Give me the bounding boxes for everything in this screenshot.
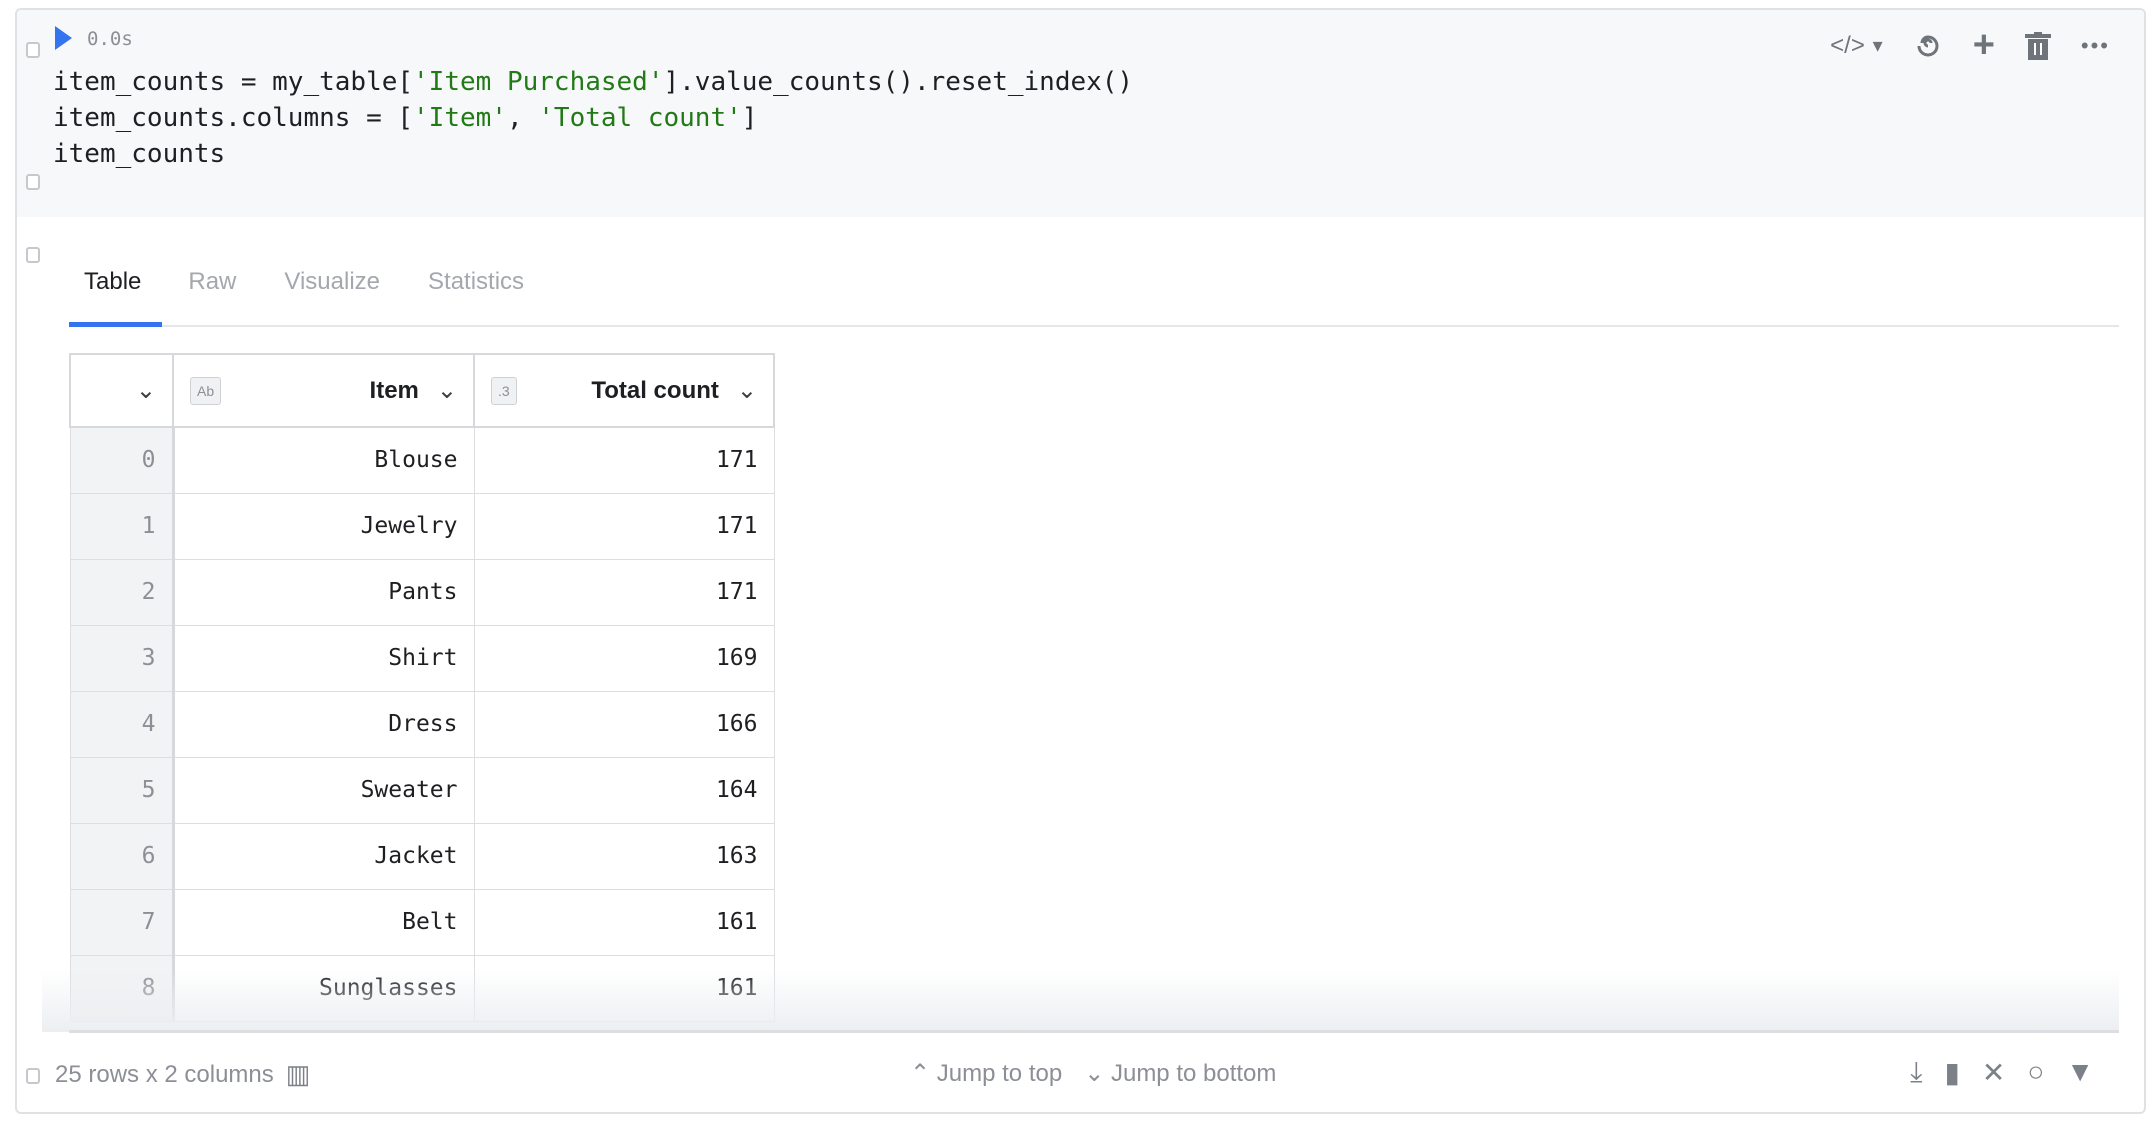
code-token: 'Item': [413, 103, 507, 133]
jump-to-bottom-button[interactable]: ⌄ Jump to bottom: [1084, 1059, 1276, 1088]
table-row[interactable]: 6 Jacket 163: [69, 822, 775, 890]
count-cell[interactable]: 161: [473, 888, 775, 956]
fold-marker-icon[interactable]: [26, 42, 40, 58]
row-index[interactable]: 6: [69, 822, 175, 890]
delete-icon[interactable]: [2024, 31, 2051, 60]
count-cell[interactable]: 169: [473, 624, 775, 692]
table-row[interactable]: 1 Jewelry 171: [69, 492, 775, 560]
count-cell[interactable]: 164: [473, 756, 775, 824]
jump-to-top-button[interactable]: ⌃ Jump to top: [910, 1059, 1062, 1088]
table-row[interactable]: 2 Pants 171: [69, 558, 775, 626]
count-cell[interactable]: 166: [473, 690, 775, 758]
code-token: item_counts: [53, 139, 226, 169]
item-cell[interactable]: Pants: [172, 558, 475, 626]
fold-marker-icon[interactable]: [26, 1068, 40, 1084]
index-header[interactable]: ⌄: [69, 353, 174, 428]
row-index[interactable]: 7: [69, 888, 175, 956]
jump-controls: ⌃ Jump to top ⌄ Jump to bottom: [910, 1059, 1276, 1088]
filter-icon[interactable]: ▼: [2066, 1056, 2094, 1087]
column-header-total-count[interactable]: .3 Total count ⌄: [473, 353, 775, 428]
row-index[interactable]: 0: [69, 426, 175, 494]
table-bottom-border: [69, 1030, 2119, 1033]
count-cell[interactable]: 171: [473, 492, 775, 560]
code-editor[interactable]: 0.0s item_counts = my_table['Item Purcha…: [17, 10, 2144, 217]
table-row[interactable]: 0 Blouse 171: [69, 426, 775, 494]
item-cell[interactable]: Belt: [172, 888, 475, 956]
double-chevron-down-icon: ⌄: [1084, 1060, 1105, 1087]
chevron-down-icon[interactable]: ⌄: [736, 377, 757, 404]
columns-icon[interactable]: ▥: [285, 1059, 311, 1089]
column-name: Item: [369, 377, 419, 404]
tab-visualize[interactable]: Visualize: [284, 268, 381, 295]
output-tabs: Table Raw Visualize Statistics: [69, 268, 540, 296]
jump-to-bottom-label: Jump to bottom: [1110, 1060, 1277, 1087]
code-lines[interactable]: item_counts = my_table['Item Purchased']…: [53, 64, 1133, 172]
tab-statistics[interactable]: Statistics: [428, 268, 525, 295]
table-summary: 25 rows x 2 columns ▥: [55, 1059, 310, 1090]
item-cell[interactable]: Shirt: [172, 624, 475, 692]
chevron-down-icon[interactable]: ⌄: [135, 377, 156, 404]
code-view-icon[interactable]: </> ▾: [1830, 31, 1883, 59]
count-cell[interactable]: 171: [473, 558, 775, 626]
notebook-cell: 0.0s item_counts = my_table['Item Purcha…: [15, 8, 2146, 1114]
column-header-item[interactable]: Ab Item ⌄: [172, 353, 475, 428]
data-table: ⌄ Ab Item ⌄ .3 Total count ⌄ 0 Blouse 171 1 Jewe…: [69, 353, 775, 1022]
code-token: ].value_counts().reset_index(): [663, 67, 1134, 97]
table-row[interactable]: 3 Shirt 169: [69, 624, 775, 692]
run-icon[interactable]: [55, 26, 72, 50]
tab-raw[interactable]: Raw: [188, 268, 237, 295]
tools-icon[interactable]: ✕: [1981, 1057, 2006, 1088]
table-row[interactable]: 5 Sweater 164: [69, 756, 775, 824]
double-chevron-up-icon: ⌃: [910, 1060, 931, 1087]
item-cell[interactable]: Sweater: [172, 756, 475, 824]
search-icon[interactable]: ○: [2027, 1056, 2045, 1087]
add-cell-icon[interactable]: +: [1972, 24, 1995, 66]
code-token: ,: [506, 103, 539, 133]
item-cell[interactable]: Blouse: [172, 426, 475, 494]
item-cell[interactable]: Dress: [172, 690, 475, 758]
chevron-down-icon[interactable]: ⌄: [436, 377, 457, 404]
execution-time: 0.0s: [87, 28, 133, 50]
row-index[interactable]: 5: [69, 756, 175, 824]
tab-divider: [69, 325, 2119, 327]
code-line: item_counts.columns = ['Item', 'Total co…: [53, 100, 1133, 136]
fold-marker-icon[interactable]: [26, 174, 40, 190]
jump-to-top-label: Jump to top: [936, 1060, 1063, 1087]
row-column-count: 25 rows x 2 columns: [55, 1060, 274, 1088]
count-cell[interactable]: 171: [473, 426, 775, 494]
fold-marker-icon[interactable]: [26, 247, 40, 263]
number-type-badge: .3: [491, 377, 517, 405]
download-icon[interactable]: ⤓: [1910, 1056, 1923, 1087]
code-line: item_counts = my_table['Item Purchased']…: [53, 64, 1133, 100]
code-token: 'Total count': [538, 103, 742, 133]
count-cell[interactable]: 163: [473, 822, 775, 890]
clipboard-icon[interactable]: ▮: [1944, 1057, 1960, 1088]
row-index[interactable]: 4: [69, 690, 175, 758]
code-line: item_counts: [53, 136, 1133, 172]
code-token: item_counts = my_table[: [53, 67, 414, 97]
item-cell[interactable]: Jewelry: [172, 492, 475, 560]
tab-table[interactable]: Table: [84, 268, 142, 295]
table-row[interactable]: 7 Belt 161: [69, 888, 775, 956]
row-index[interactable]: 1: [69, 492, 175, 560]
string-type-badge: Ab: [190, 377, 222, 405]
cell-toolbar: </> ▾ + •••: [1830, 24, 2110, 67]
item-cell[interactable]: Jacket: [172, 822, 475, 890]
active-tab-indicator: [69, 322, 162, 327]
code-token: item_counts.columns = [: [53, 103, 414, 133]
code-token: ]: [741, 103, 758, 133]
table-row[interactable]: 4 Dress 166: [69, 690, 775, 758]
scroll-fade: [42, 970, 2119, 1032]
column-name: Total count: [591, 377, 719, 404]
table-actions: ⤓ ▮ ✕ ○ ▼: [1910, 1056, 2094, 1089]
code-token: 'Item Purchased': [413, 67, 664, 97]
row-index[interactable]: 3: [69, 624, 175, 692]
row-index[interactable]: 2: [69, 558, 175, 626]
spiral-icon[interactable]: [1913, 31, 1943, 61]
more-icon[interactable]: •••: [2080, 32, 2110, 58]
